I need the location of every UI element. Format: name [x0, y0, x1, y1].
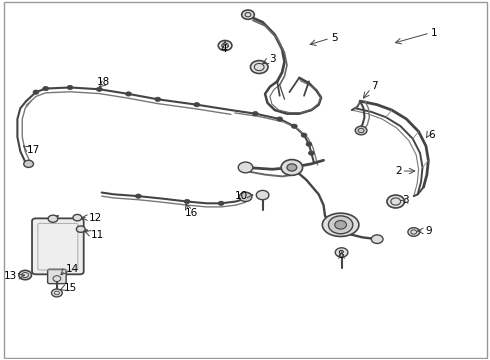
Circle shape: [252, 112, 258, 116]
Circle shape: [125, 92, 131, 96]
Circle shape: [51, 289, 62, 297]
Text: 4: 4: [221, 45, 227, 54]
Text: 12: 12: [89, 213, 102, 222]
FancyBboxPatch shape: [32, 219, 84, 274]
Text: 1: 1: [431, 28, 438, 38]
Circle shape: [277, 117, 283, 121]
Text: 5: 5: [331, 33, 338, 43]
Text: 3: 3: [269, 54, 275, 64]
Circle shape: [387, 195, 404, 208]
Text: 8: 8: [337, 250, 344, 260]
Circle shape: [238, 162, 253, 173]
Circle shape: [218, 201, 224, 206]
Circle shape: [308, 151, 314, 155]
Circle shape: [239, 192, 252, 202]
Text: 6: 6: [428, 130, 435, 140]
Circle shape: [292, 124, 297, 129]
Circle shape: [301, 133, 307, 137]
Circle shape: [97, 87, 102, 91]
Text: 14: 14: [66, 264, 79, 274]
Circle shape: [242, 10, 254, 19]
Ellipse shape: [322, 213, 359, 237]
Text: 17: 17: [27, 144, 40, 154]
Circle shape: [48, 215, 58, 222]
Circle shape: [184, 199, 190, 204]
Circle shape: [306, 142, 312, 146]
FancyBboxPatch shape: [48, 269, 66, 284]
Circle shape: [256, 190, 269, 200]
Circle shape: [194, 103, 200, 107]
Circle shape: [24, 160, 33, 167]
Text: 7: 7: [371, 81, 377, 91]
Text: 11: 11: [91, 230, 104, 239]
Circle shape: [335, 248, 348, 257]
Circle shape: [355, 126, 367, 135]
Text: 16: 16: [185, 208, 198, 218]
Circle shape: [371, 235, 383, 243]
Text: 3: 3: [402, 195, 409, 206]
Text: 18: 18: [97, 77, 110, 87]
Circle shape: [43, 86, 49, 91]
Circle shape: [328, 216, 353, 234]
Circle shape: [218, 41, 232, 50]
Text: 9: 9: [425, 226, 432, 236]
Circle shape: [19, 270, 31, 280]
Circle shape: [281, 159, 303, 175]
Circle shape: [67, 85, 73, 90]
Circle shape: [73, 215, 82, 221]
Circle shape: [135, 194, 141, 198]
Circle shape: [408, 228, 419, 236]
Text: 13: 13: [4, 271, 17, 281]
Text: 10: 10: [235, 191, 248, 201]
Text: 2: 2: [396, 166, 402, 176]
Circle shape: [155, 97, 161, 102]
Circle shape: [76, 226, 85, 232]
Circle shape: [287, 164, 297, 171]
Circle shape: [33, 90, 39, 94]
Text: 15: 15: [64, 283, 77, 293]
Circle shape: [335, 221, 346, 229]
Circle shape: [250, 60, 268, 73]
